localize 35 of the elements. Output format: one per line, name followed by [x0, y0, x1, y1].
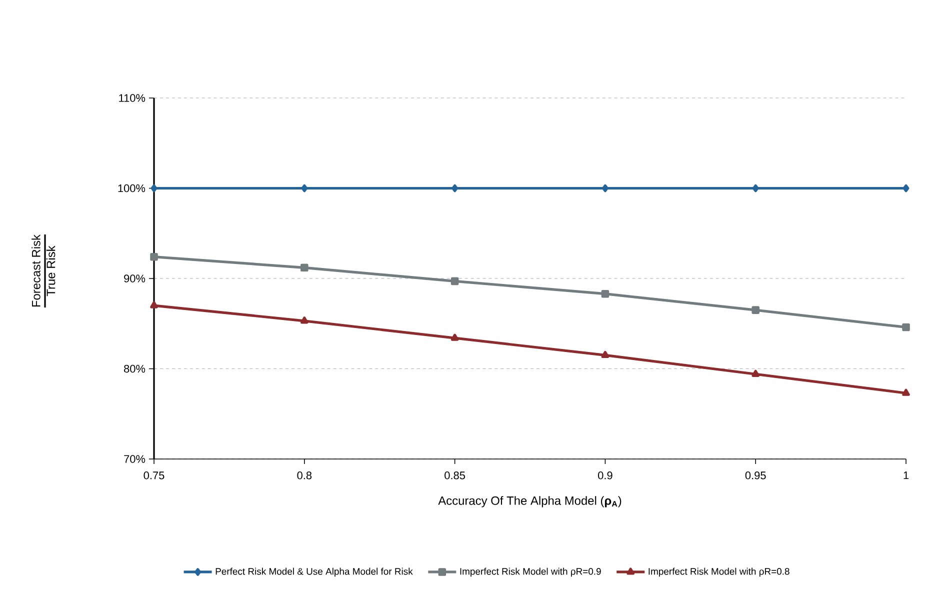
- point: [602, 184, 608, 192]
- x-tick-label: 0.8: [297, 472, 312, 480]
- point: [452, 184, 458, 192]
- y-tick-label: 100%: [118, 184, 146, 192]
- x-tick-label: 0.75: [144, 472, 164, 480]
- y-tick-label: 80%: [124, 364, 146, 373]
- point: [601, 290, 610, 298]
- point: [150, 301, 158, 308]
- y-tick-label: 70%: [124, 455, 146, 463]
- y-tick-label: 110%: [119, 94, 146, 102]
- text: Forecast Risk: [32, 234, 40, 307]
- point: [450, 277, 459, 286]
- point: [752, 306, 760, 314]
- point: [150, 252, 158, 261]
- x-tick-label: 0.95: [745, 472, 766, 480]
- point: [301, 184, 308, 192]
- legend-label: Imperfect Risk Model with ρR=0.9: [460, 568, 601, 577]
- point: [150, 184, 158, 192]
- text: True Risk: [46, 246, 56, 296]
- x-tick-label: 0.85: [444, 472, 466, 480]
- point: [300, 316, 308, 324]
- text: Accuracy Of The Alpha Model (ρ$_{A}$): [438, 496, 622, 508]
- point: [601, 350, 610, 358]
- point: [300, 264, 308, 272]
- point: [752, 370, 760, 377]
- point: [902, 388, 910, 396]
- point: [752, 184, 759, 192]
- y-tick-label: 90%: [124, 274, 146, 282]
- legend-label: Imperfect Risk Model with ρR=0.8: [648, 568, 790, 577]
- point: [902, 323, 910, 332]
- point: [902, 184, 910, 192]
- point: [450, 334, 459, 341]
- x-tick-label: 0.9: [598, 472, 612, 480]
- legend-label: Perfect Risk Model & Use Alpha Model for Risk: [216, 568, 413, 577]
- x-tick-label: 1: [904, 472, 909, 480]
